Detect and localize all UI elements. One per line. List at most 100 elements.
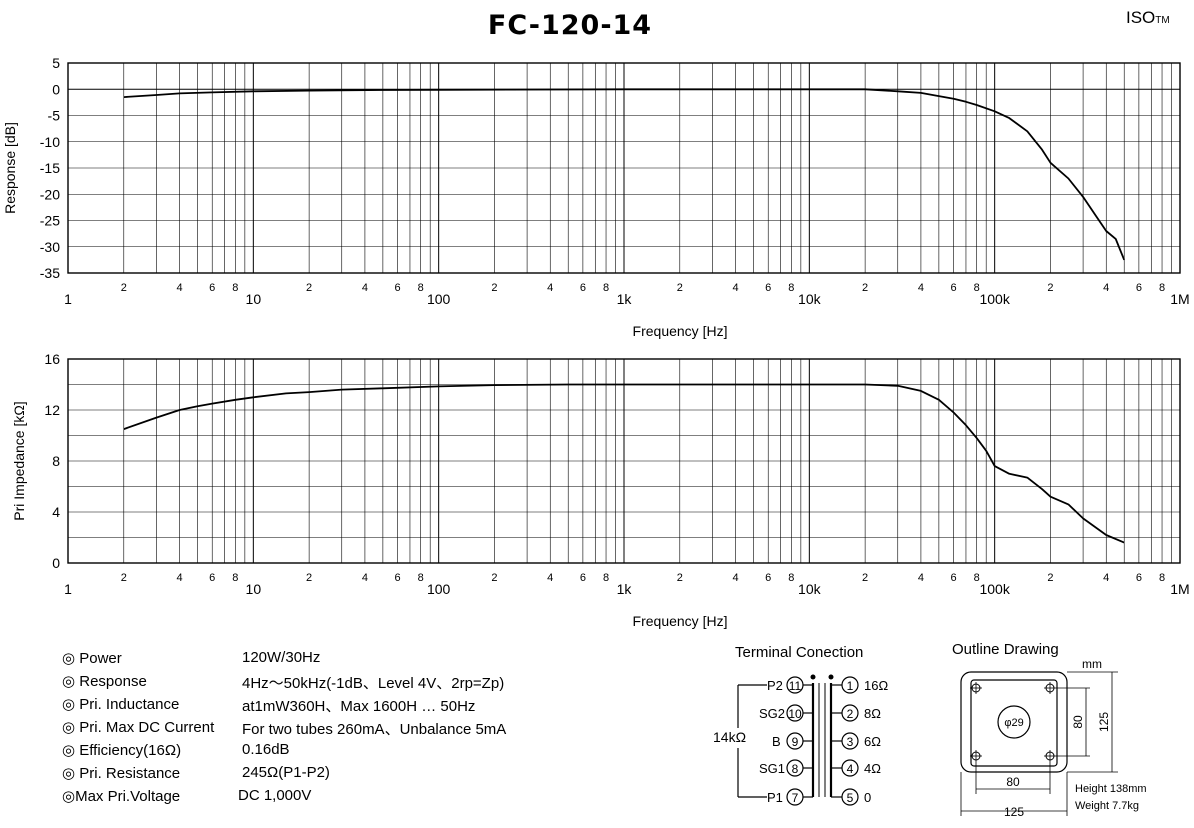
secondary-pin-2: 2 8Ω — [831, 704, 881, 722]
primary-pin-sg1: SG1 8 — [759, 759, 813, 777]
x-tick-label-major: 10 — [246, 581, 262, 597]
pin-name: SG1 — [759, 761, 785, 776]
spec-value: For two tubes 260mA、Unbalance 5mA — [242, 721, 507, 738]
response-chart: 5 0 -5 -10 -15 -20 -25 -30 -351 10 100 1k 10k 100k 1M 2… — [2, 55, 1190, 339]
x-tick-label-minor: 6 — [209, 282, 215, 294]
pin-number: 10 — [788, 707, 802, 721]
x-tick-label-major: 10k — [798, 291, 822, 307]
y-tick-label: 4 — [52, 504, 60, 520]
pin-number: 1 — [847, 679, 854, 693]
spec-value: at1mW360H、Max 1600H … 50Hz — [242, 698, 476, 715]
outline-drawing: Outline Drawing mm φ29 80 125 — [952, 641, 1147, 819]
x-axis-label: Frequency [Hz] — [633, 613, 728, 629]
x-tick-label-minor: 6 — [580, 282, 586, 294]
outline-unit: mm — [1082, 657, 1102, 671]
x-tick-label-minor: 2 — [121, 572, 127, 584]
x-tick-label-minor: 2 — [677, 572, 683, 584]
y-tick-label: 5 — [52, 55, 60, 71]
outline-body — [960, 671, 1068, 773]
dim-inner-height: 80 — [1071, 715, 1085, 729]
pin-number: 4 — [847, 762, 854, 776]
primary-pin-b: B 9 — [772, 732, 813, 750]
x-tick-label-minor: 2 — [1047, 572, 1053, 584]
series-line — [123, 88, 1126, 261]
x-tick-label-minor: 2 — [677, 282, 683, 294]
y-axis-label: Pri Impedance [kΩ] — [11, 401, 27, 520]
x-tick-label-minor: 4 — [547, 282, 553, 294]
pin-number: 2 — [847, 707, 854, 721]
x-tick-label-minor: 8 — [232, 282, 238, 294]
pin-number: 9 — [792, 735, 799, 749]
primary-pin-sg2: SG2 10 — [759, 704, 813, 722]
secondary-pin-1: 1 16Ω — [831, 676, 888, 694]
y-tick-label: 0 — [52, 555, 60, 571]
pin-name: P1 — [767, 790, 783, 805]
x-tick-label-minor: 2 — [862, 282, 868, 294]
brand-trademark: TM — [1155, 15, 1170, 26]
pin-value: 16Ω — [864, 678, 888, 693]
x-tick-label-minor: 8 — [232, 572, 238, 584]
terminal-title: Terminal Conection — [735, 644, 863, 661]
pin-number: 5 — [847, 791, 854, 805]
vertical-dimensions — [1056, 671, 1118, 773]
x-tick-label-minor: 8 — [788, 572, 794, 584]
x-tick-label-minor: 8 — [603, 572, 609, 584]
x-tick-label-minor: 8 — [788, 282, 794, 294]
dim-outer-height: 125 — [1097, 712, 1111, 732]
x-axis-label: Frequency [Hz] — [633, 323, 728, 339]
pin-name: P2 — [767, 678, 783, 693]
x-tick-label-major: 1 — [64, 291, 72, 307]
x-tick-label-minor: 2 — [306, 572, 312, 584]
terminal-diagram: Terminal Conection 14kΩ P2 11 SG2 10 B 9… — [713, 644, 888, 806]
horizontal-dimensions — [960, 762, 1068, 816]
x-tick-label-minor: 4 — [733, 572, 739, 584]
page-title: FC-120-14 — [487, 10, 653, 41]
charts-canvas: 50-5-10-15-20-25-30-351 10 100 1k 10k 100k 1M2… — [2, 55, 1190, 629]
brand-name: ISO — [1126, 8, 1156, 27]
y-tick-label: -20 — [40, 186, 60, 202]
x-tick-label-major: 1 — [64, 581, 72, 597]
plot-frame — [67, 358, 1181, 564]
impedance-chart: 16 12 8 4 01 10 100 1k 10k 100k 1M 2 4 6 8 2 4 6 8 2 4 6 8 2 4 6 8… — [11, 351, 1190, 629]
spec-value: 4Hz～50kHz(-1dB、Level 4V、2rp=Zp) — [242, 675, 505, 692]
primary-bracket — [737, 684, 767, 798]
secondary-pin-4: 4 4Ω — [831, 759, 881, 777]
spec-label: ◎ Response — [62, 673, 147, 690]
y-tick-label: -30 — [40, 239, 60, 255]
x-tick-label-minor: 2 — [306, 282, 312, 294]
x-tick-label-minor: 6 — [394, 572, 400, 584]
x-tick-label-minor: 6 — [1136, 282, 1142, 294]
pin-number: 11 — [789, 679, 802, 693]
x-tick-label-minor: 4 — [547, 572, 553, 584]
spec-label: ◎ Pri. Max DC Current — [62, 719, 215, 736]
pin-value: 8Ω — [864, 706, 881, 721]
x-tick-label-minor: 8 — [974, 572, 980, 584]
x-tick-label-major: 10 — [246, 291, 262, 307]
spec-label: ◎ Power — [62, 650, 122, 667]
dim-outer-width: 125 — [1004, 805, 1024, 819]
pin-number: 3 — [847, 735, 854, 749]
x-tick-label-major: 1k — [617, 581, 633, 597]
x-tick-label-minor: 6 — [394, 282, 400, 294]
spec-value: 245Ω(P1-P2) — [242, 764, 330, 781]
y-axis-label: Response [dB] — [2, 122, 18, 214]
x-tick-label-minor: 4 — [918, 282, 924, 294]
y-tick-label: 16 — [44, 351, 60, 367]
series-line — [123, 383, 1125, 544]
x-tick-label-minor: 8 — [1159, 572, 1165, 584]
x-tick-label-major: 1M — [1170, 581, 1189, 597]
x-tick-label-minor: 6 — [765, 572, 771, 584]
x-tick-label-minor: 8 — [418, 282, 424, 294]
y-tick-label: -5 — [48, 108, 61, 124]
x-tick-label-minor: 4 — [918, 572, 924, 584]
x-tick-label-minor: 2 — [491, 572, 497, 584]
x-tick-label-minor: 6 — [765, 282, 771, 294]
spec-label: ◎ Efficiency(16Ω) — [62, 742, 182, 759]
x-tick-label-minor: 8 — [1159, 282, 1165, 294]
y-tick-label: -35 — [40, 265, 60, 281]
x-tick-label-major: 100k — [979, 291, 1010, 307]
x-tick-label-major: 1k — [617, 291, 633, 307]
pin-number: 7 — [792, 791, 799, 805]
spec-value: 120W/30Hz — [242, 649, 321, 666]
primary-pin-p1: P1 7 — [767, 788, 813, 806]
